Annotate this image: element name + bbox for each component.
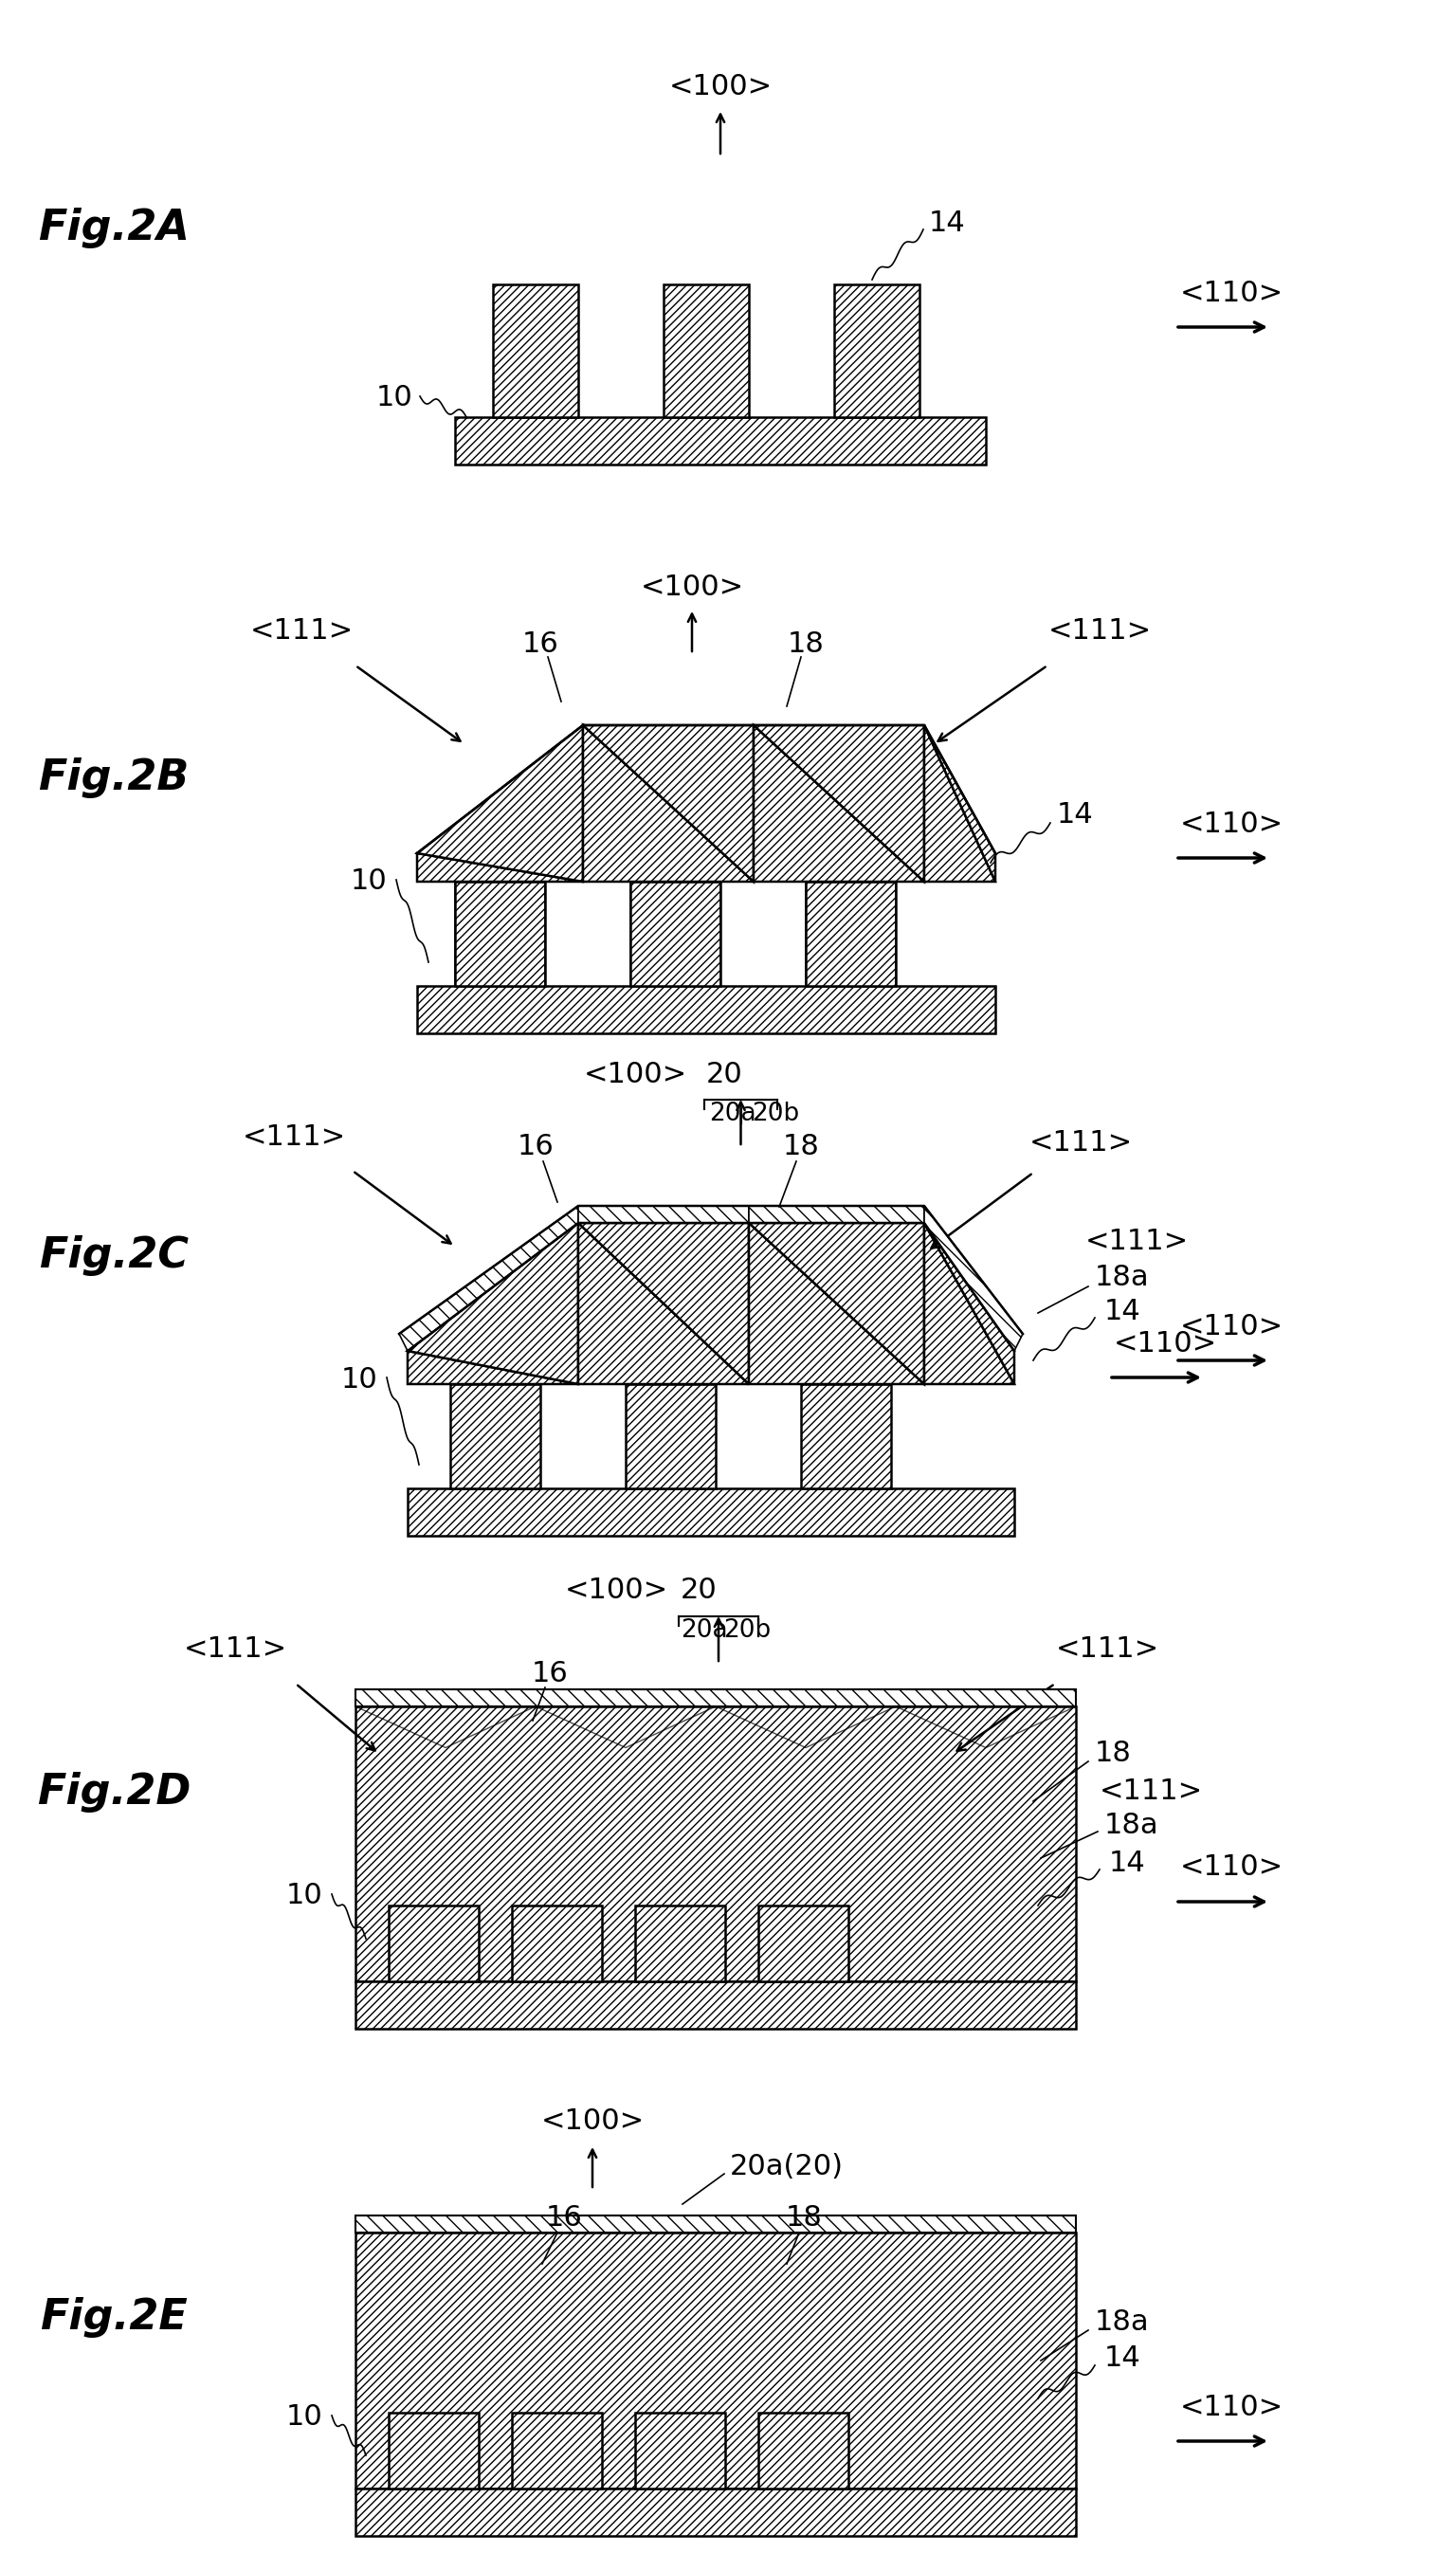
Text: 14: 14	[929, 208, 965, 237]
Text: 20b: 20b	[751, 1100, 799, 1126]
Text: 10: 10	[285, 2404, 322, 2432]
Text: 20a(20): 20a(20)	[729, 2152, 843, 2180]
Polygon shape	[416, 725, 582, 882]
Text: 14: 14	[1109, 1849, 1146, 1877]
Polygon shape	[748, 1206, 925, 1224]
Bar	[408, 1489, 1015, 1535]
Polygon shape	[754, 725, 925, 882]
Polygon shape	[582, 725, 754, 882]
Bar	[801, 1383, 891, 1489]
Text: Fig.2C: Fig.2C	[39, 1237, 189, 1275]
Text: <100>: <100>	[540, 2108, 644, 2137]
Polygon shape	[748, 1224, 925, 1383]
Polygon shape	[416, 854, 582, 882]
Polygon shape	[748, 1224, 925, 1383]
Polygon shape	[754, 725, 925, 882]
Polygon shape	[925, 725, 996, 882]
Bar	[416, 985, 996, 1034]
Bar	[805, 882, 895, 985]
Text: 18a: 18a	[1104, 1810, 1159, 1838]
Text: 16: 16	[531, 1658, 568, 1687]
Bar	[630, 882, 721, 985]
Bar	[664, 285, 748, 417]
Text: <100>: <100>	[565, 1576, 668, 1604]
Text: <111>: <111>	[1085, 1229, 1188, 1255]
Bar	[454, 882, 545, 985]
Polygon shape	[925, 1224, 1015, 1383]
Bar	[635, 2412, 725, 2489]
Text: 16: 16	[546, 2203, 582, 2232]
Text: 10: 10	[349, 869, 387, 895]
Bar	[513, 2412, 601, 2489]
Text: 20b: 20b	[724, 1617, 770, 1643]
Text: <100>: <100>	[641, 573, 744, 602]
Text: <110>: <110>	[1181, 1854, 1284, 1882]
Polygon shape	[408, 1224, 578, 1383]
Text: Fig.2A: Fig.2A	[38, 208, 189, 247]
Text: 10: 10	[285, 1882, 322, 1910]
Bar	[454, 417, 986, 465]
Bar	[759, 1905, 849, 1982]
Text: <111>: <111>	[1029, 1129, 1133, 1157]
Text: <110>: <110>	[1114, 1332, 1217, 1357]
Text: 14: 14	[1057, 802, 1093, 828]
Polygon shape	[578, 1224, 748, 1383]
Text: 10: 10	[376, 386, 412, 411]
Text: Fig.2D: Fig.2D	[36, 1771, 191, 1813]
Bar	[355, 1982, 1076, 2029]
Bar	[626, 1383, 716, 1489]
Text: 20a: 20a	[680, 1617, 728, 1643]
Text: Fig.2B: Fig.2B	[38, 756, 189, 797]
Text: <110>: <110>	[1181, 810, 1284, 838]
Text: <111>: <111>	[1048, 617, 1152, 645]
Polygon shape	[355, 1689, 1076, 1707]
Text: 18: 18	[1095, 1741, 1131, 1769]
Text: <111>: <111>	[183, 1635, 287, 1663]
Bar	[494, 285, 578, 417]
Polygon shape	[925, 725, 996, 882]
Text: <110>: <110>	[1181, 2394, 1284, 2422]
Text: 18a: 18a	[1095, 2309, 1149, 2337]
Text: <100>: <100>	[668, 75, 772, 100]
Text: <111>: <111>	[250, 617, 354, 645]
Text: 18: 18	[785, 2203, 823, 2232]
Text: <110>: <110>	[1181, 1314, 1284, 1342]
Bar	[513, 1905, 601, 1982]
Text: 16: 16	[517, 1134, 553, 1162]
Text: 14: 14	[1104, 2345, 1142, 2373]
Text: <111>: <111>	[1099, 1779, 1203, 1805]
Text: 18: 18	[788, 630, 824, 658]
Bar	[450, 1383, 540, 1489]
Text: 18: 18	[782, 1134, 820, 1162]
Bar	[759, 2412, 849, 2489]
Polygon shape	[578, 1224, 748, 1383]
Text: 16: 16	[521, 630, 559, 658]
Text: Fig.2E: Fig.2E	[39, 2298, 188, 2337]
Polygon shape	[582, 725, 754, 882]
Polygon shape	[578, 1206, 748, 1224]
Text: <110>: <110>	[1181, 280, 1284, 309]
Bar	[389, 2412, 479, 2489]
Text: 20a: 20a	[709, 1100, 756, 1126]
Polygon shape	[355, 2216, 1076, 2232]
Polygon shape	[408, 1350, 578, 1383]
Text: 18a: 18a	[1095, 1262, 1149, 1291]
Text: <100>: <100>	[584, 1059, 687, 1088]
Text: 14: 14	[1104, 1298, 1142, 1324]
Text: 20: 20	[680, 1576, 718, 1604]
Polygon shape	[925, 1206, 1022, 1350]
Text: 10: 10	[341, 1365, 377, 1393]
Text: <111>: <111>	[242, 1124, 345, 1152]
Bar	[355, 2489, 1076, 2535]
Polygon shape	[399, 1206, 578, 1350]
Bar	[355, 1707, 1076, 1982]
Bar	[635, 1905, 725, 1982]
Text: <111>: <111>	[1056, 1635, 1159, 1663]
Polygon shape	[925, 1224, 1015, 1383]
Bar	[389, 1905, 479, 1982]
Bar	[355, 2232, 1076, 2489]
Bar	[834, 285, 920, 417]
Text: 20: 20	[706, 1059, 743, 1088]
